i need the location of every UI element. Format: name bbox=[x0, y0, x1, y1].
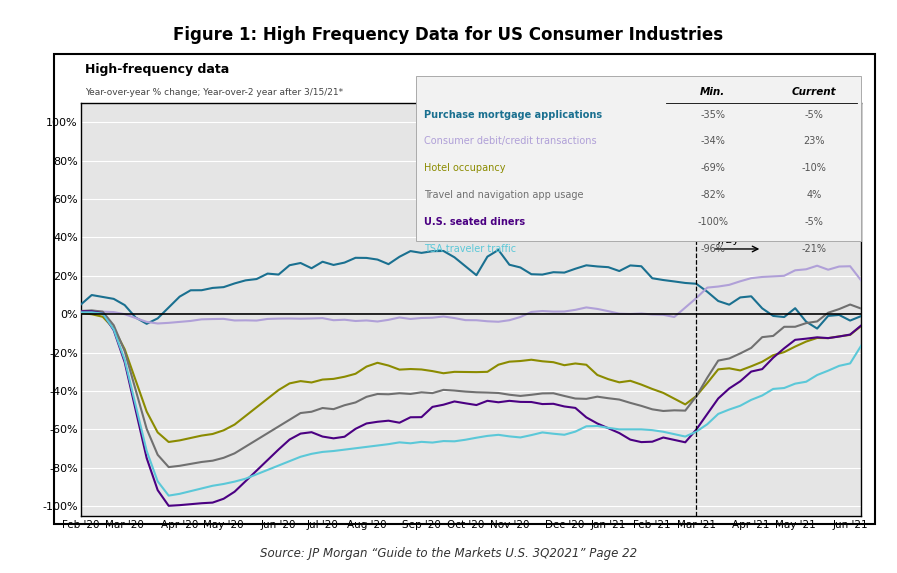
Text: U.S. seated diners: U.S. seated diners bbox=[424, 217, 526, 227]
Text: Min.: Min. bbox=[701, 87, 726, 97]
Text: Purchase mortgage applications: Purchase mortgage applications bbox=[424, 109, 602, 120]
Text: -82%: -82% bbox=[701, 190, 726, 200]
Text: Hotel occupancy: Hotel occupancy bbox=[424, 163, 506, 173]
Bar bbox=[54, 54, 875, 524]
Text: High-frequency data: High-frequency data bbox=[84, 64, 229, 76]
Bar bbox=[416, 76, 861, 241]
Text: -5%: -5% bbox=[805, 217, 823, 227]
Text: TSA traveler traffic: TSA traveler traffic bbox=[424, 244, 517, 254]
Text: -69%: -69% bbox=[701, 163, 726, 173]
Text: Travel and navigation app usage: Travel and navigation app usage bbox=[424, 190, 584, 200]
Text: -35%: -35% bbox=[701, 109, 726, 120]
Text: -10%: -10% bbox=[802, 163, 827, 173]
Text: Current: Current bbox=[792, 87, 837, 97]
Text: -100%: -100% bbox=[697, 217, 728, 227]
Text: Figure 1: High Frequency Data for US Consumer Industries: Figure 1: High Frequency Data for US Con… bbox=[173, 26, 724, 44]
Text: y/2y: y/2y bbox=[716, 236, 740, 245]
Text: Consumer debit/credit transactions: Consumer debit/credit transactions bbox=[424, 136, 597, 147]
Text: Source: JP Morgan “Guide to the Markets U.S. 3Q2021” Page 22: Source: JP Morgan “Guide to the Markets … bbox=[260, 547, 637, 560]
Text: -34%: -34% bbox=[701, 136, 726, 147]
Text: -5%: -5% bbox=[805, 109, 823, 120]
Text: 23%: 23% bbox=[804, 136, 825, 147]
Text: -21%: -21% bbox=[802, 244, 827, 254]
Text: 4%: 4% bbox=[806, 190, 822, 200]
Text: Year-over-year % change; Year-over-2 year after 3/15/21*: Year-over-year % change; Year-over-2 yea… bbox=[84, 88, 343, 97]
Text: -96%: -96% bbox=[701, 244, 726, 254]
